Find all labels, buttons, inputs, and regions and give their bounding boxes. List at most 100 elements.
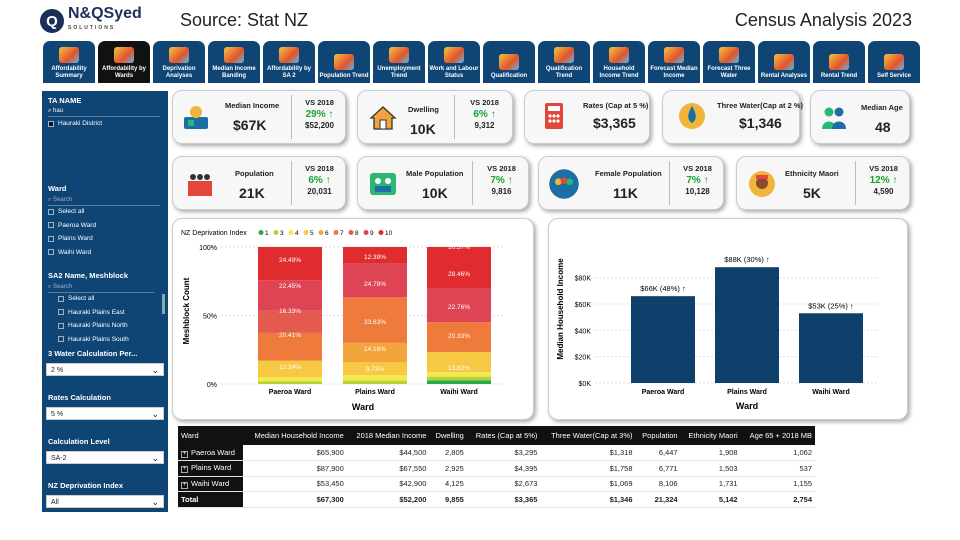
filter-item[interactable]: Hauraki Plains North	[58, 322, 128, 329]
checkbox[interactable]	[58, 336, 64, 342]
kpi-population: Population 21K VS 2018 6% ↑ 20,031	[172, 156, 346, 210]
table-header[interactable]: Population	[635, 426, 681, 445]
bar-segment	[343, 362, 407, 376]
legend-marker	[273, 230, 279, 235]
bar-segment	[258, 310, 322, 333]
tab-rental-trend[interactable]: Rental Trend	[813, 41, 865, 83]
ward-search-input[interactable]: ⌕ Search	[48, 197, 160, 206]
filter-item[interactable]: Plains Ward	[48, 235, 93, 242]
table-header[interactable]: Rates (Cap at 5%)	[466, 426, 541, 445]
filter-sidebar: TA NAME ⌕ hau Hauraki District Ward ⌕ Se…	[42, 91, 168, 512]
table-row[interactable]: + Plains Ward $87,900 $67,550 2,925 $4,395 $1,…	[178, 460, 815, 477]
data-label: 9.73%	[366, 366, 385, 373]
table-header[interactable]: Median Household Income	[243, 426, 347, 445]
tab-household-income-trend[interactable]: Household Income Trend	[593, 41, 645, 83]
brand-sub: SOLUTIONS	[68, 25, 116, 31]
filter-item[interactable]: Select all	[58, 295, 94, 302]
table-cell: $87,900	[243, 460, 347, 477]
checkbox[interactable]	[48, 208, 54, 215]
data-label: 24.49%	[279, 257, 301, 264]
checkbox[interactable]	[48, 235, 54, 242]
logo-icon: Q	[40, 9, 64, 33]
legend-label: 4	[295, 230, 299, 237]
table-header[interactable]: Ward	[178, 426, 244, 445]
table-cell: $42,900	[346, 476, 430, 492]
expand-icon[interactable]: +	[181, 466, 188, 474]
tab-work-and-labour-status[interactable]: Work and Labour Status	[428, 41, 480, 83]
checkbox[interactable]	[58, 309, 64, 315]
table-row[interactable]: + Waihi Ward $53,450 $42,900 4,125 $2,673 $1,0…	[178, 476, 815, 492]
total-cell: 21,324	[635, 491, 681, 508]
expand-icon[interactable]: +	[181, 481, 188, 489]
vs-value: $52,200	[305, 121, 334, 130]
tab-population-trend[interactable]: Population Trend	[318, 41, 370, 83]
table-header[interactable]: Age 65 + 2018 MB	[740, 426, 815, 445]
bar-segment	[258, 247, 322, 281]
tab-median-income-banding[interactable]: Median Income Banding	[208, 41, 260, 83]
tab-qualification-trend[interactable]: Qualification Trend	[538, 41, 590, 83]
table-header[interactable]: Three Water(Cap at 3%)	[540, 426, 636, 445]
checkbox[interactable]	[58, 322, 64, 329]
expand-icon[interactable]: +	[181, 450, 188, 458]
table-header[interactable]: 2018 Median Income	[346, 426, 430, 445]
tab-affordability-by-wards[interactable]: Affordability by Wards	[98, 41, 150, 83]
tab-affordability-by-sa-2[interactable]: Affordability by SA 2	[263, 41, 315, 83]
table-header[interactable]: Ethnicity Maori	[680, 426, 741, 445]
total-cell: $52,200	[346, 491, 430, 508]
table-cell: + Plains Ward	[178, 460, 244, 477]
legend-marker	[303, 230, 309, 235]
tab-deprivation-analyses[interactable]: Deprivation Analyses	[153, 41, 205, 83]
legend-title: NZ Deprivation Index	[181, 230, 247, 237]
filter-item[interactable]: Hauraki Plains East	[58, 309, 125, 316]
table-header[interactable]: Dwelling	[429, 426, 467, 445]
tab-forecast-median-income[interactable]: Forecast Median Income	[648, 41, 700, 83]
checkbox[interactable]	[58, 295, 64, 302]
water-icon	[679, 103, 705, 129]
tab-unemployment-trend[interactable]: Unemployment Trend	[373, 41, 425, 83]
filter-item[interactable]: Paeroa Ward	[48, 222, 96, 229]
table-cell: 2,925	[429, 460, 467, 477]
tab-icon	[224, 47, 244, 63]
tab-qualification[interactable]: Qualification	[483, 41, 535, 83]
legend-marker	[333, 230, 339, 235]
filter-item[interactable]: Waihi Ward	[48, 249, 91, 256]
y-axis-title: Median Household Income	[556, 258, 565, 360]
dep-index-title: NZ Deprivation Index	[48, 481, 124, 490]
tab-rental-analyses[interactable]: Rental Analyses	[758, 41, 810, 83]
income-chart-panel: $0K $20K $40K $60K $80K Median Household Inco…	[548, 218, 908, 420]
scrollbar[interactable]	[162, 294, 165, 314]
checkbox[interactable]	[48, 120, 54, 127]
filter-item-label: Paeroa Ward	[58, 221, 97, 229]
tab-label: Qualification	[490, 73, 528, 79]
table-cell: 8,106	[635, 476, 681, 492]
legend-label: 6	[325, 230, 329, 237]
calc-level-select[interactable]: SA-2 ⌄	[46, 451, 164, 464]
tab-label: Qualification Trend	[545, 66, 583, 79]
income-icon	[184, 106, 208, 129]
dep-index-select[interactable]: All ⌄	[46, 495, 164, 508]
data-label: 22.76%	[448, 304, 470, 311]
vs-value: 9,312	[474, 121, 495, 130]
tab-affordability-summary[interactable]: Affordability Summary	[43, 41, 95, 83]
sa2-search-input[interactable]: ⌕ Search	[48, 284, 154, 293]
male-icon	[370, 173, 396, 195]
filter-item[interactable]: Hauraki Plains South	[58, 336, 129, 343]
kpi-label: Median Income	[225, 101, 280, 110]
table-cell: 537	[740, 460, 815, 477]
water-calc-select[interactable]: 2 % ⌄	[46, 363, 164, 376]
ta-item[interactable]: Hauraki District	[48, 120, 102, 127]
checkbox[interactable]	[48, 222, 54, 228]
table-cell: 1,731	[680, 476, 741, 492]
total-cell: 2,754	[740, 491, 815, 508]
table-row[interactable]: + Paeroa Ward $65,900 $44,500 2,805 $3,295 $1,…	[178, 445, 815, 461]
tab-icon	[664, 47, 684, 63]
checkbox[interactable]	[48, 249, 54, 255]
tab-label: Forecast Three Water	[707, 66, 751, 79]
tab-forecast-three-water[interactable]: Forecast Three Water	[703, 41, 755, 83]
kpi-label: Population	[235, 169, 274, 178]
tab-self-service[interactable]: Self Service	[868, 41, 920, 83]
ta-search-input[interactable]: ⌕ hau	[48, 108, 160, 117]
rates-calc-select[interactable]: 5 % ⌄	[46, 407, 164, 420]
filter-item[interactable]: Select all	[48, 208, 84, 215]
kpi-value: $67K	[233, 117, 267, 133]
